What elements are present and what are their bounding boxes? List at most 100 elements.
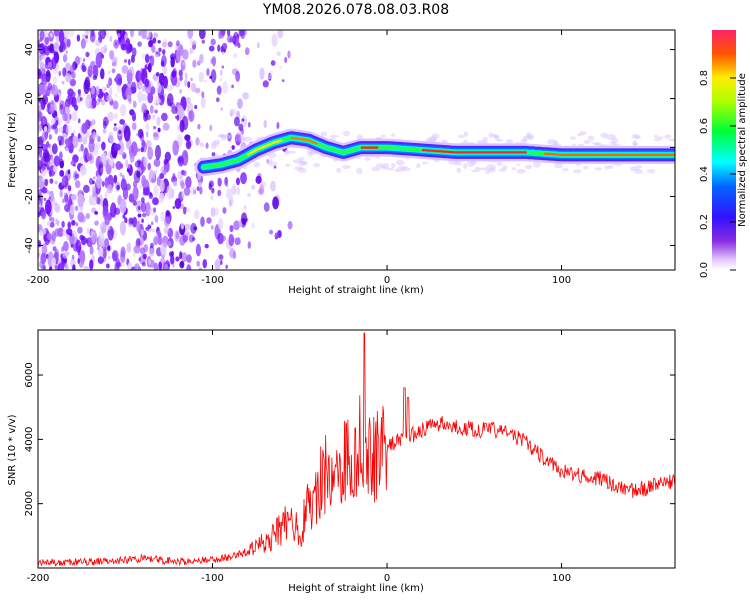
noise-speckle <box>113 113 119 119</box>
noise-speckle <box>209 124 213 132</box>
noise-speckle <box>40 155 44 163</box>
noise-speckle <box>63 30 70 39</box>
noise-speckle <box>107 255 112 260</box>
noise-speckle <box>121 86 127 94</box>
noise-speckle <box>142 212 147 218</box>
haze-speckle <box>456 167 461 174</box>
noise-speckle <box>79 56 83 62</box>
noise-speckle <box>200 142 204 148</box>
x-tick-label: 0 <box>384 275 390 286</box>
noise-speckle <box>181 252 188 263</box>
noise-speckle <box>162 169 167 176</box>
noise-speckle <box>113 123 117 127</box>
noise-speckle <box>77 89 82 94</box>
ridge-core <box>290 136 318 145</box>
noise-speckle <box>51 84 59 97</box>
noise-speckle <box>215 207 219 216</box>
noise-speckle <box>82 58 86 62</box>
haze-speckle <box>516 163 521 167</box>
noise-speckle <box>77 94 82 104</box>
noise-speckle <box>198 267 203 270</box>
noise-speckle <box>210 195 214 200</box>
noise-speckle <box>180 181 185 189</box>
noise-speckle <box>201 39 205 44</box>
noise-speckle <box>110 138 114 144</box>
noise-speckle <box>100 46 105 52</box>
haze-speckle <box>594 142 602 146</box>
noise-speckle <box>119 119 125 125</box>
noise-speckle <box>231 145 235 150</box>
noise-speckle <box>144 79 150 88</box>
noise-speckle <box>219 235 227 242</box>
noise-speckle <box>94 220 99 226</box>
noise-speckle <box>287 220 293 230</box>
noise-speckle <box>42 117 46 126</box>
noise-speckle <box>145 226 150 231</box>
haze-speckle <box>220 136 227 141</box>
noise-speckle <box>97 247 104 257</box>
noise-speckle <box>41 186 48 194</box>
noise-speckle <box>214 259 221 270</box>
snr-frame <box>38 330 675 568</box>
haze-speckle <box>577 133 582 137</box>
noise-speckle <box>211 56 217 67</box>
noise-speckle <box>217 177 222 187</box>
noise-speckle <box>234 133 242 146</box>
noise-speckle <box>62 198 65 204</box>
haze-speckle <box>386 167 395 171</box>
noise-speckle <box>127 72 133 79</box>
noise-speckle <box>154 144 162 160</box>
noise-speckle <box>226 188 233 200</box>
noise-speckle <box>142 85 146 92</box>
noise-speckle <box>174 229 181 243</box>
noise-speckle <box>193 209 200 220</box>
noise-speckle <box>46 190 51 195</box>
noise-speckle <box>259 67 265 80</box>
y-tick-label: 2000 <box>24 491 35 516</box>
noise-speckle <box>67 169 71 175</box>
noise-speckle <box>39 230 44 237</box>
noise-speckle <box>190 77 193 82</box>
noise-speckle <box>112 57 117 66</box>
noise-speckle <box>96 142 101 149</box>
noise-speckle <box>62 240 69 252</box>
haze-speckle <box>320 131 328 137</box>
colorbar-label: Normalized spectral amplitude <box>737 73 748 227</box>
haze-speckle <box>397 165 408 169</box>
noise-speckle <box>156 83 162 94</box>
noise-speckle <box>126 94 130 102</box>
noise-speckle <box>51 257 56 267</box>
noise-speckle <box>243 205 247 210</box>
haze-speckle <box>634 168 643 174</box>
noise-speckle <box>198 71 204 83</box>
noise-speckle <box>159 180 165 193</box>
noise-speckle <box>54 203 61 213</box>
noise-speckle <box>139 184 143 190</box>
noise-speckle <box>41 143 48 152</box>
noise-speckle <box>95 175 102 189</box>
noise-speckle <box>179 75 183 81</box>
x-tick-label: -200 <box>27 573 50 584</box>
haze-speckle <box>355 167 363 175</box>
haze-speckle <box>609 141 617 147</box>
noise-speckle <box>138 30 142 37</box>
haze-speckle <box>391 133 396 137</box>
noise-speckle <box>116 83 123 93</box>
noise-speckle <box>41 263 46 270</box>
noise-speckle <box>178 69 183 77</box>
noise-speckle <box>182 115 189 131</box>
noise-speckle <box>220 259 223 266</box>
noise-speckle <box>152 125 157 130</box>
noise-speckle <box>161 112 168 122</box>
noise-speckle <box>53 30 60 37</box>
snr-ylabel: SNR (10 * v/v) <box>7 414 18 485</box>
noise-speckle <box>195 243 202 257</box>
noise-speckle <box>181 191 185 199</box>
haze-speckle <box>525 164 532 170</box>
haze-speckle <box>253 161 261 168</box>
haze-speckle <box>478 167 488 171</box>
noise-speckle <box>136 220 141 233</box>
noise-speckle <box>217 189 222 197</box>
haze-speckle <box>380 134 387 138</box>
haze-speckle <box>307 151 313 157</box>
